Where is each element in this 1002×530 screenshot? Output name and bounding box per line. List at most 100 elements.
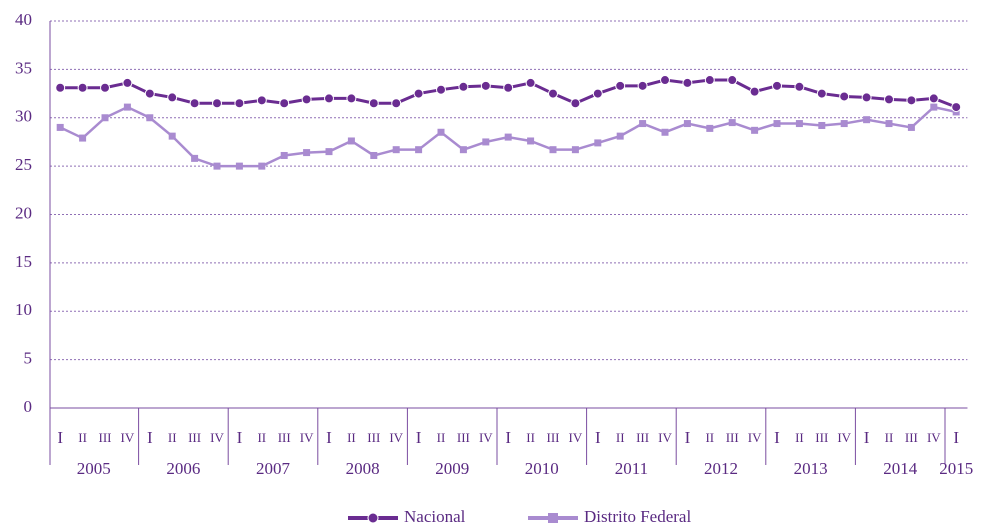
- point: [571, 146, 579, 154]
- year-label: 2005: [77, 459, 111, 478]
- x-tick-label: IV: [479, 430, 493, 445]
- point: [480, 80, 491, 91]
- point: [279, 98, 290, 109]
- point: [728, 119, 736, 127]
- x-tick-label: IV: [300, 430, 314, 445]
- point: [368, 98, 379, 109]
- point: [818, 121, 826, 129]
- x-tick-label: I: [237, 428, 243, 447]
- legend-marker: [367, 512, 379, 524]
- point: [370, 151, 378, 159]
- point: [123, 103, 131, 111]
- x-tick-label: II: [347, 430, 356, 445]
- x-tick-label: IV: [210, 430, 224, 445]
- y-tick-label: 5: [24, 349, 33, 368]
- point: [549, 146, 557, 154]
- point: [861, 92, 872, 103]
- point: [167, 92, 178, 103]
- y-tick-label: 15: [15, 252, 32, 271]
- x-tick-label: I: [326, 428, 332, 447]
- point: [459, 146, 467, 154]
- legend-item: Distrito Federal: [528, 507, 691, 526]
- legend-label: Distrito Federal: [584, 507, 691, 526]
- point: [347, 137, 355, 145]
- point: [212, 98, 222, 109]
- x-tick-label: IV: [927, 430, 941, 445]
- y-tick-label: 0: [24, 397, 33, 416]
- point: [101, 114, 109, 122]
- point: [773, 120, 781, 128]
- x-tick-label: III: [905, 430, 918, 445]
- point: [56, 123, 64, 131]
- point: [280, 151, 288, 159]
- legend-item: Nacional: [348, 507, 466, 526]
- point: [258, 162, 266, 170]
- point: [189, 98, 200, 109]
- point: [436, 84, 446, 95]
- x-tick-label: IV: [837, 430, 851, 445]
- point: [256, 95, 267, 106]
- x-tick-label: I: [774, 428, 780, 447]
- x-tick-label: III: [367, 430, 380, 445]
- point: [168, 132, 176, 140]
- year-label: 2006: [166, 459, 200, 478]
- point: [639, 120, 647, 128]
- point: [301, 94, 312, 105]
- y-tick-label: 20: [15, 203, 32, 222]
- point: [839, 91, 850, 102]
- x-tick-label: I: [416, 428, 422, 447]
- point: [100, 82, 110, 93]
- x-tick-label: II: [257, 430, 266, 445]
- x-tick-label: III: [99, 430, 112, 445]
- point: [482, 138, 490, 146]
- point: [592, 88, 603, 99]
- point: [727, 75, 738, 86]
- point: [704, 75, 715, 86]
- point: [415, 146, 423, 154]
- point: [706, 124, 714, 132]
- y-tick-label: 30: [15, 107, 32, 126]
- point: [213, 162, 221, 170]
- point: [504, 133, 512, 141]
- y-tick-label: 25: [15, 155, 32, 174]
- year-label: 2011: [615, 459, 648, 478]
- x-tick-label: IV: [658, 430, 672, 445]
- point: [391, 98, 402, 109]
- y-tick-label: 35: [15, 58, 32, 77]
- x-tick-label: II: [78, 430, 87, 445]
- x-tick-label: I: [505, 428, 511, 447]
- point: [144, 88, 155, 99]
- point: [863, 116, 871, 124]
- x-tick-label: III: [636, 430, 649, 445]
- point: [55, 82, 66, 93]
- x-tick-label: I: [595, 428, 601, 447]
- point: [594, 139, 602, 147]
- x-tick-label: II: [437, 430, 446, 445]
- legend-label: Nacional: [404, 507, 466, 526]
- point: [525, 77, 536, 88]
- x-tick-label: I: [864, 428, 870, 447]
- point: [146, 114, 154, 122]
- legend-marker: [548, 513, 558, 523]
- point: [661, 128, 669, 136]
- point: [772, 80, 782, 91]
- point: [751, 126, 759, 134]
- year-label: 2009: [435, 459, 469, 478]
- year-label: 2007: [256, 459, 291, 478]
- point: [458, 81, 469, 92]
- x-tick-label: III: [188, 430, 201, 445]
- year-label: 2014: [883, 459, 918, 478]
- x-tick-label: II: [885, 430, 894, 445]
- point: [324, 93, 334, 104]
- point: [816, 88, 827, 99]
- point: [77, 82, 88, 93]
- x-tick-label: II: [795, 430, 804, 445]
- point: [437, 128, 445, 136]
- point: [907, 123, 915, 131]
- x-tick-label: IV: [569, 430, 583, 445]
- point: [885, 120, 893, 128]
- point: [570, 98, 581, 109]
- point: [615, 80, 626, 91]
- x-tick-label: II: [526, 430, 535, 445]
